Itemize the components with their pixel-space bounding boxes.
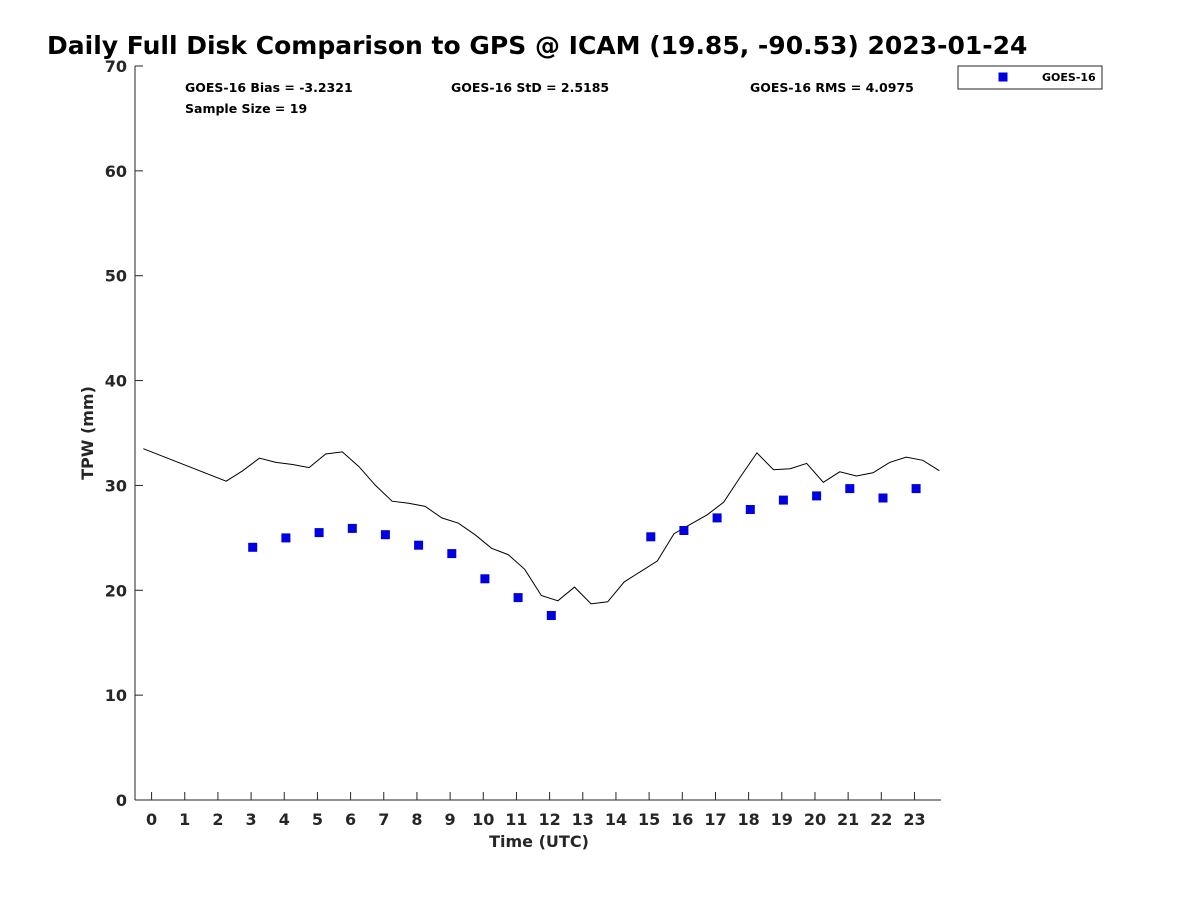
x-tick-label: 1 xyxy=(179,810,190,829)
x-axis-label: Time (UTC) xyxy=(489,832,589,851)
y-ticks: 0 10 20 30 40 50 60 70 xyxy=(105,57,143,810)
goes16-point xyxy=(646,532,656,542)
goes16-point xyxy=(248,542,258,552)
x-tick-label: 4 xyxy=(279,810,290,829)
goes16-point xyxy=(546,611,556,620)
x-tick-label: 7 xyxy=(378,810,389,829)
x-tick-label: 0 xyxy=(146,810,157,829)
goes16-point xyxy=(679,526,689,535)
x-tick-label: 23 xyxy=(903,810,925,829)
goes16-point xyxy=(281,533,291,543)
x-tick-label: 6 xyxy=(345,810,356,829)
y-tick-label: 40 xyxy=(105,372,127,391)
legend-box xyxy=(957,65,1103,90)
x-tick-label: 13 xyxy=(572,810,594,829)
goes16-point xyxy=(513,593,523,603)
x-tick-label: 8 xyxy=(411,810,422,829)
y-tick-label: 10 xyxy=(105,686,127,705)
goes16-point xyxy=(314,528,324,538)
axes xyxy=(134,66,941,801)
goes16-point xyxy=(380,530,390,540)
goes16-point xyxy=(812,491,822,501)
y-axis-label: TPW (mm) xyxy=(78,386,97,480)
chart-title: Daily Full Disk Comparison to GPS @ ICAM… xyxy=(47,31,1027,60)
goes16-point xyxy=(347,523,357,533)
x-tick-label: 2 xyxy=(212,810,223,829)
legend-label: GOES-16 xyxy=(1042,71,1096,84)
x-tick-label: 10 xyxy=(472,810,494,829)
sample-size-stat: Sample Size = 19 xyxy=(185,101,307,116)
x-tick-label: 16 xyxy=(671,810,693,829)
x-tick-label: 19 xyxy=(771,810,793,829)
x-tick-label: 22 xyxy=(870,810,892,829)
x-tick-label: 11 xyxy=(505,810,527,829)
gps-series-line xyxy=(143,448,940,605)
goes16-point xyxy=(447,549,457,559)
y-tick-label: 60 xyxy=(105,162,127,181)
goes16-point xyxy=(845,484,855,494)
x-tick-label: 18 xyxy=(737,810,759,829)
legend: GOES-16 xyxy=(957,65,1103,90)
y-tick-label: 50 xyxy=(105,267,127,286)
x-tick-label: 15 xyxy=(638,810,660,829)
y-tick-label: 70 xyxy=(105,57,127,76)
y-tick-label: 20 xyxy=(105,581,127,600)
goes16-point xyxy=(480,574,490,584)
x-tick-label: 3 xyxy=(246,810,257,829)
x-tick-label: 5 xyxy=(312,810,323,829)
goes16-point xyxy=(911,484,921,494)
goes16-point xyxy=(878,493,888,503)
x-ticks: 0 1 2 3 4 5 6 7 8 9 10 11 12 13 14 15 16 17 18 19 20 21 22 23 xyxy=(146,792,926,829)
plot-area xyxy=(143,448,940,620)
x-tick-label: 20 xyxy=(804,810,826,829)
legend-marker xyxy=(998,72,1008,82)
std-stat: GOES-16 StD = 2.5185 xyxy=(451,80,609,95)
bias-stat: GOES-16 Bias = -3.2321 xyxy=(185,80,353,95)
goes16-point xyxy=(414,540,424,550)
goes16-point xyxy=(778,495,788,505)
goes16-point xyxy=(745,505,755,514)
goes16-point xyxy=(712,513,722,523)
x-tick-label: 12 xyxy=(538,810,560,829)
x-tick-label: 21 xyxy=(837,810,859,829)
y-tick-label: 30 xyxy=(105,476,127,495)
x-tick-label: 14 xyxy=(605,810,627,829)
y-tick-label: 0 xyxy=(116,791,127,810)
x-tick-label: 9 xyxy=(445,810,456,829)
x-tick-label: 17 xyxy=(704,810,726,829)
rms-stat: GOES-16 RMS = 4.0975 xyxy=(750,80,914,95)
